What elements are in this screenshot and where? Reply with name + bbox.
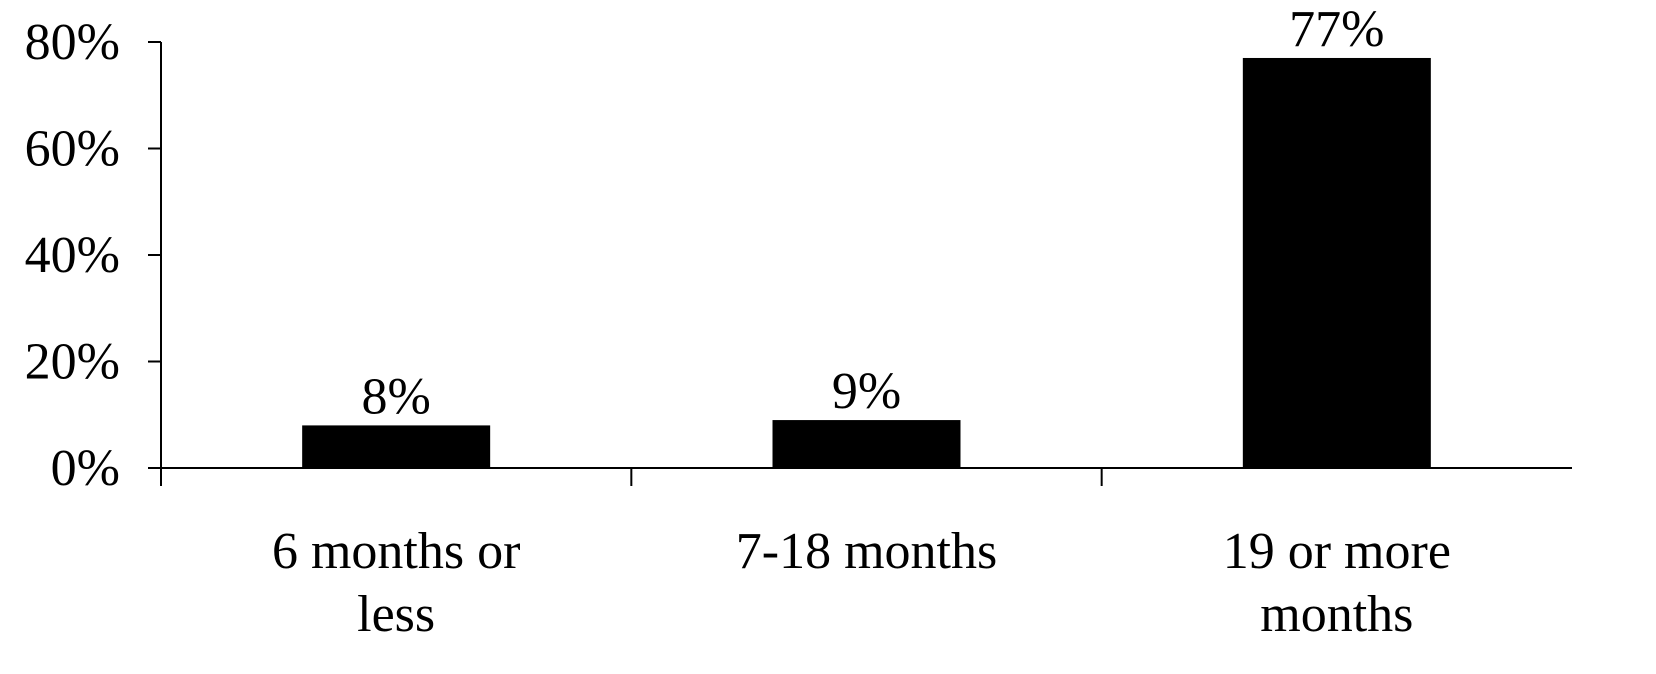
x-category-label: months [1260,586,1413,643]
bar [1242,57,1431,468]
bar-value-label: 8% [362,368,431,425]
bar-value-label: 77% [1289,1,1384,58]
bar [302,425,491,468]
y-axis: 0% 20% 40% 60% 80% [25,14,162,497]
y-tick-label: 20% [25,334,120,391]
y-tick-label: 80% [25,14,120,71]
x-category-label: 6 months or [272,523,520,580]
y-tick-label: 0% [51,440,120,497]
bar-series [302,57,1431,468]
x-category-label: less [357,586,435,643]
x-category-label: 19 or more [1223,523,1451,580]
data-labels: 8% 9% 77% [362,1,1385,425]
x-axis [160,467,1572,486]
category-labels: 6 months or less 7-18 months 19 or more mont… [272,523,1451,643]
y-tick-label: 60% [25,121,120,178]
y-tick-label: 40% [25,227,120,284]
bar [772,420,961,468]
bar-value-label: 9% [832,363,901,420]
x-category-label: 7-18 months [736,523,997,580]
